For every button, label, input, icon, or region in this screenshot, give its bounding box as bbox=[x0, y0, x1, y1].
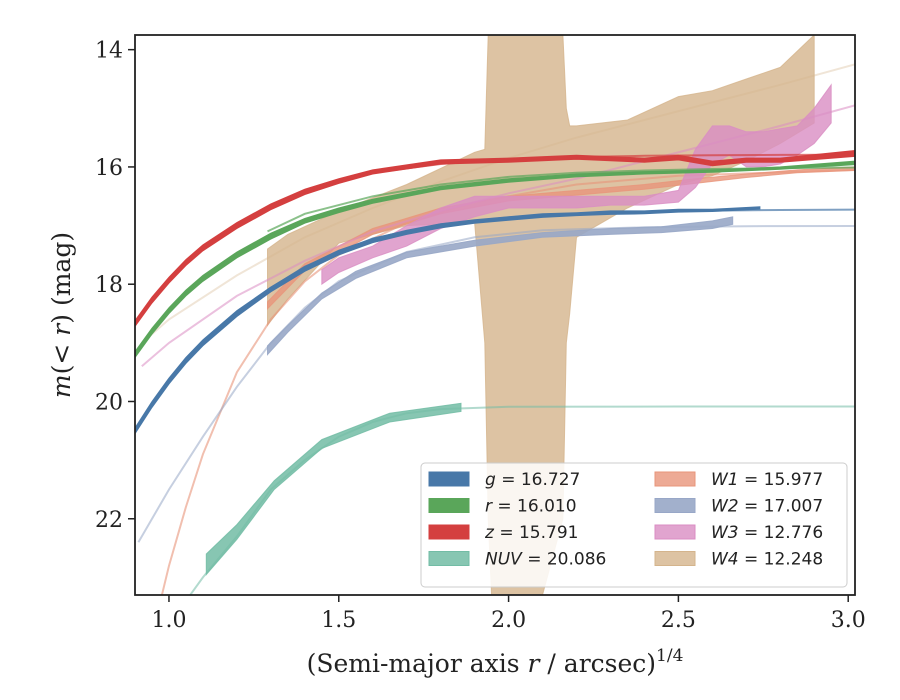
y-axis-label-paren-open: (< bbox=[47, 344, 76, 375]
x-tick-label: 1.0 bbox=[151, 608, 186, 633]
x-tick-label: 3.0 bbox=[831, 608, 866, 633]
uncertainty-band-z bbox=[135, 149, 855, 328]
legend-swatch-w1 bbox=[654, 471, 696, 487]
legend-band-name: W1 bbox=[711, 470, 739, 490]
legend-band-value: = 16.727 bbox=[496, 470, 581, 490]
legend-band-name: W4 bbox=[711, 550, 739, 570]
legend-label-nuv: NUV = 20.086 bbox=[485, 550, 606, 570]
legend-swatch-w2 bbox=[654, 498, 696, 513]
y-axis-label-unit: ) (mag) bbox=[47, 232, 76, 324]
plot-frame bbox=[134, 34, 856, 596]
legend-item-g: g = 16.727 bbox=[428, 470, 580, 490]
legend-item-z: z = 15.791 bbox=[428, 523, 578, 543]
y-tick-label: 22 bbox=[95, 508, 123, 533]
y-axis-label: m(< r) (mag) bbox=[47, 232, 76, 398]
legend-item-r: r = 16.010 bbox=[428, 497, 577, 517]
legend-band-name: W3 bbox=[711, 523, 739, 543]
series-r bbox=[135, 160, 855, 359]
legend-swatch-g bbox=[428, 471, 470, 487]
x-axis-label-suffix: / arcsec) bbox=[539, 649, 656, 678]
legend-swatch-w4 bbox=[654, 551, 696, 566]
x-axis-label-var: r bbox=[528, 649, 542, 678]
x-tick-label: 1.5 bbox=[321, 608, 356, 633]
legend-label-w3: W3 = 12.776 bbox=[711, 523, 823, 543]
x-tick-label: 2.5 bbox=[661, 608, 696, 633]
legend-band-value: = 12.776 bbox=[739, 523, 824, 543]
series-layer bbox=[135, 35, 855, 595]
legend-item-w3: W3 = 12.776 bbox=[654, 523, 823, 543]
series-nuv bbox=[188, 402, 855, 595]
legend-label-w2: W2 = 17.007 bbox=[711, 497, 823, 517]
legend-label-g: g = 16.727 bbox=[485, 470, 580, 490]
series-w2 bbox=[137, 216, 855, 543]
series-w3 bbox=[141, 83, 855, 368]
x-axis-label-prefix: (Semi-major axis bbox=[307, 649, 528, 678]
legend-swatch-z bbox=[428, 524, 470, 540]
legend-item-w1: W1 = 15.977 bbox=[654, 470, 823, 490]
legend-band-name: W2 bbox=[711, 497, 739, 517]
legend-label-w1: W1 = 15.977 bbox=[711, 470, 823, 490]
y-tick-label: 16 bbox=[95, 156, 123, 181]
y-axis-label-var-r: r bbox=[47, 322, 76, 344]
y-tick-label: 14 bbox=[95, 39, 123, 64]
uncertainty-band-nuv bbox=[205, 402, 462, 576]
legend-band-name: r bbox=[485, 497, 493, 517]
legend-band-value: = 17.007 bbox=[739, 497, 824, 517]
series-g bbox=[135, 206, 855, 435]
uncertainty-band-w2 bbox=[267, 216, 734, 356]
legend-item-w4: W4 = 12.248 bbox=[654, 550, 823, 570]
tick-layer: 1.0 1.5 2.0 2.5 3.0 14 16 18 20 22 bbox=[95, 39, 866, 633]
legend-band-value: = 15.791 bbox=[494, 523, 579, 543]
legend-band-value: = 12.248 bbox=[739, 550, 824, 570]
y-axis-label-var: m bbox=[47, 374, 76, 398]
legend-band-name: z bbox=[484, 523, 495, 543]
legend-label-z: z = 15.791 bbox=[484, 523, 578, 543]
y-tick-label: 18 bbox=[95, 273, 123, 298]
legend-frame bbox=[420, 462, 848, 588]
legend-item-nuv: NUV = 20.086 bbox=[428, 550, 606, 570]
legend-band-value: = 20.086 bbox=[522, 550, 607, 570]
legend-swatch-w3 bbox=[654, 524, 696, 540]
y-tick-label: 20 bbox=[95, 390, 123, 415]
legend-band-value: = 16.010 bbox=[492, 497, 577, 517]
legend-swatch-r bbox=[428, 498, 470, 513]
x-axis-label: (Semi-major axis r / arcsec)1/4 bbox=[307, 646, 684, 678]
x-tick-label: 2.0 bbox=[491, 608, 526, 633]
series-z bbox=[135, 149, 855, 328]
legend-band-name: g bbox=[485, 470, 496, 490]
legend-label-w4: W4 = 12.248 bbox=[711, 550, 823, 570]
uncertainty-band-r bbox=[135, 160, 855, 359]
legend-label-r: r = 16.010 bbox=[485, 497, 577, 517]
x-axis-label-exponent: 1/4 bbox=[656, 646, 683, 666]
uncertainty-band-g bbox=[135, 206, 761, 435]
uncertainty-band-w3 bbox=[321, 83, 832, 286]
model-curve-w1 bbox=[160, 168, 855, 595]
legend-band-value: = 15.977 bbox=[739, 470, 824, 490]
legend-item-w2: W2 = 17.007 bbox=[654, 497, 823, 517]
legend-band-name: NUV bbox=[485, 550, 523, 570]
legend-swatch-nuv bbox=[428, 551, 470, 566]
